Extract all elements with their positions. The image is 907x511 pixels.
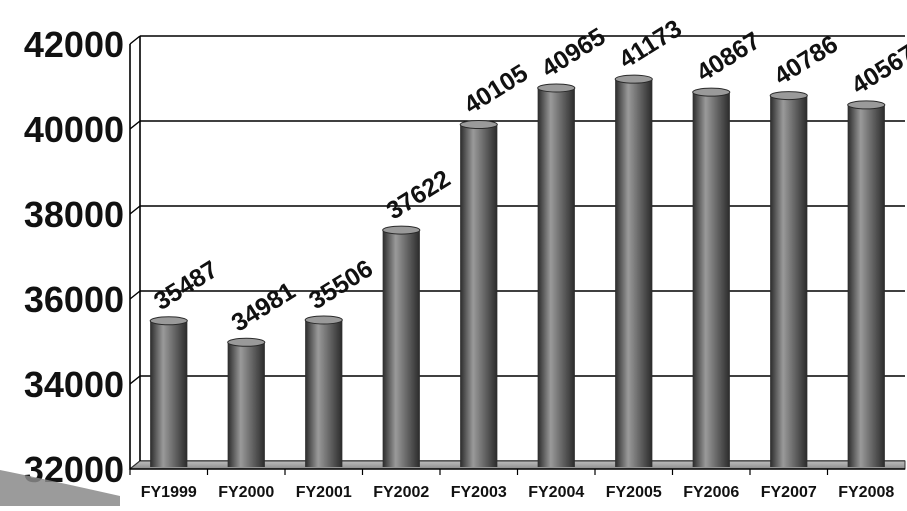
data-label: 35487 <box>149 255 223 316</box>
bar <box>382 230 420 467</box>
y-tick-label: 34000 <box>24 364 124 405</box>
x-tick-label: FY2000 <box>218 484 274 501</box>
bar-top-cap <box>847 100 886 110</box>
bar-top-cap <box>227 337 266 347</box>
bar-top-cap <box>537 83 576 93</box>
page-curl-decoration <box>0 470 120 506</box>
gridline-side <box>129 375 141 385</box>
bar-top-cap <box>614 74 653 84</box>
data-label: 40567 <box>847 39 907 100</box>
bar <box>305 319 343 467</box>
bar-top-cap <box>459 120 498 130</box>
y-tick-label: 36000 <box>24 279 124 320</box>
gridline-side <box>129 205 141 215</box>
bar <box>227 342 265 467</box>
bars-layer <box>149 74 886 468</box>
x-tick-label: FY2005 <box>606 484 662 501</box>
bar <box>615 79 653 468</box>
axis-layer <box>129 36 905 475</box>
x-tick-label: FY2002 <box>373 484 429 501</box>
x-tick-label: FY1999 <box>141 484 197 501</box>
x-tick-label: FY2003 <box>451 484 507 501</box>
y-tick-label: 42000 <box>24 24 124 65</box>
x-tick-label: FY2004 <box>528 484 584 501</box>
gridline-side <box>129 35 141 45</box>
x-tick-label: FY2006 <box>683 484 739 501</box>
gridline-side <box>129 290 141 300</box>
data-label: 34981 <box>227 277 301 338</box>
bar <box>770 95 808 467</box>
data-label: 41173 <box>614 14 687 74</box>
data-label: 40105 <box>459 59 533 120</box>
data-label: 40965 <box>537 22 611 83</box>
bar <box>150 320 188 467</box>
data-label: 35506 <box>304 254 378 315</box>
bar <box>847 104 885 467</box>
x-tick-label: FY2008 <box>838 484 894 501</box>
bar <box>537 87 575 468</box>
bar <box>692 92 730 467</box>
x-tick-label: FY2001 <box>296 484 352 501</box>
data-label: 40786 <box>769 30 843 91</box>
data-label: 37622 <box>382 165 456 226</box>
x-tick-label: FY2007 <box>761 484 817 501</box>
gridline-side <box>129 120 141 130</box>
y-tick-label: 38000 <box>24 194 124 235</box>
bar <box>460 124 498 467</box>
bar-top-cap <box>304 315 343 325</box>
bar-top-cap <box>382 225 421 235</box>
bar-top-cap <box>692 87 731 97</box>
y-tick-label: 40000 <box>24 109 124 150</box>
bar-top-cap <box>149 316 188 326</box>
bar-top-cap <box>769 91 808 101</box>
